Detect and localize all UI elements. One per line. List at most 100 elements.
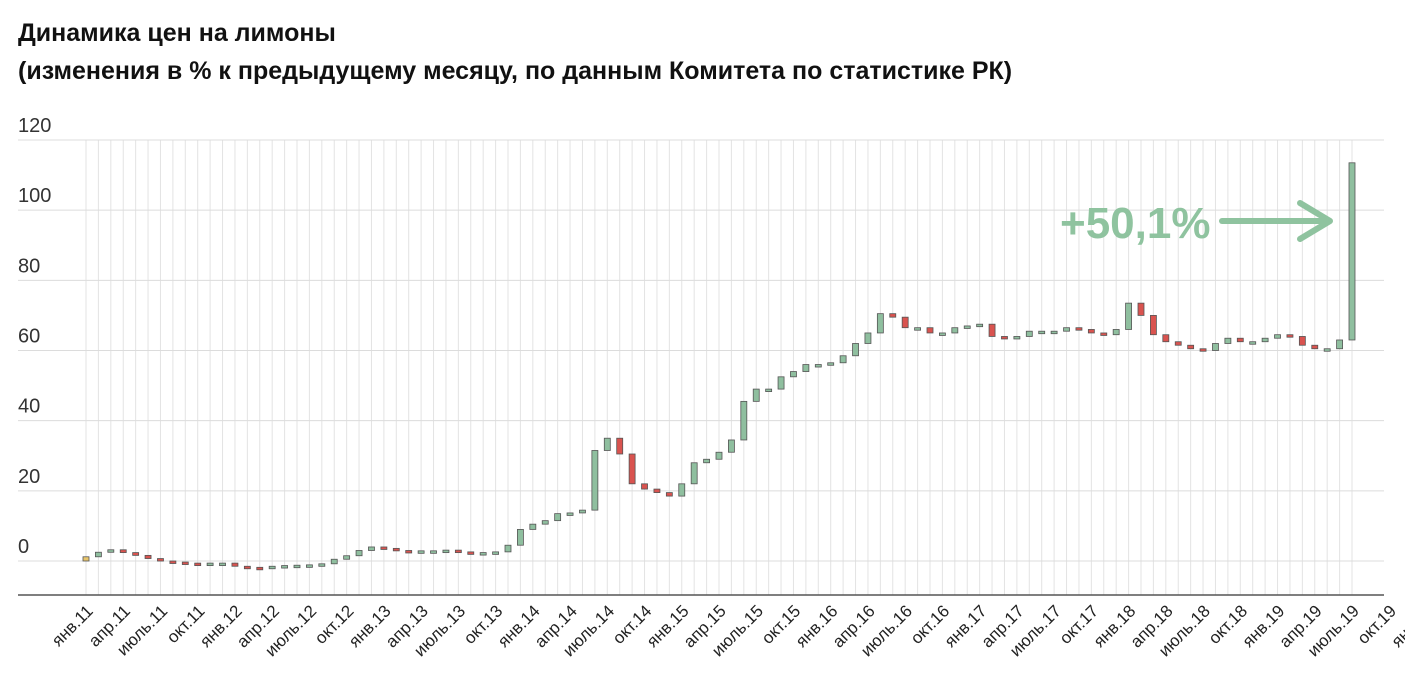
bar <box>814 364 822 368</box>
bar <box>740 400 748 441</box>
bar <box>876 313 884 334</box>
bar <box>107 549 115 553</box>
bar <box>1224 337 1232 344</box>
bar <box>653 488 661 493</box>
y-tick-label: 80 <box>18 255 40 277</box>
bar <box>628 453 636 485</box>
y-tick-label: 0 <box>18 536 29 558</box>
bar <box>1087 329 1095 334</box>
bar <box>1063 327 1070 332</box>
bar <box>417 550 425 554</box>
bar <box>405 550 413 554</box>
bar <box>715 451 723 460</box>
y-tick-label: 40 <box>18 396 40 418</box>
bar <box>1174 341 1182 346</box>
bar <box>268 565 276 570</box>
bar <box>206 562 214 567</box>
bar <box>144 554 152 559</box>
bar <box>194 562 202 567</box>
bar <box>1311 344 1319 350</box>
bar <box>181 561 189 565</box>
bar <box>566 512 574 516</box>
bar <box>1125 302 1132 330</box>
chart-title: Динамика цен на лимоны <box>18 19 336 47</box>
bar <box>293 564 301 569</box>
bar <box>1286 334 1294 338</box>
bar <box>243 565 251 570</box>
bar <box>1137 302 1145 316</box>
bar <box>1298 336 1306 346</box>
bar <box>1336 339 1343 350</box>
annotation-label: +50,1% <box>1060 199 1210 248</box>
bar <box>169 560 177 564</box>
chart-subtitle: (изменения в % к предыдущему месяцу, по … <box>18 57 1013 85</box>
bar <box>1075 327 1083 331</box>
bar <box>231 562 239 567</box>
bar <box>1323 348 1331 352</box>
bar <box>504 544 512 553</box>
bar <box>728 439 735 453</box>
bar <box>318 563 326 567</box>
bar <box>1162 334 1170 343</box>
bar <box>380 546 388 550</box>
bar <box>579 509 586 514</box>
annotation-arrow-head <box>1297 200 1333 242</box>
bar <box>616 437 624 455</box>
bar <box>641 483 648 490</box>
bar <box>1236 337 1244 343</box>
bar <box>703 458 710 464</box>
bar <box>454 549 462 554</box>
bar <box>827 362 835 366</box>
bar <box>1112 329 1120 336</box>
bar <box>1187 344 1195 350</box>
bar <box>603 437 611 451</box>
bar <box>430 550 437 554</box>
y-tick-label: 120 <box>18 115 51 137</box>
bar <box>1038 330 1046 335</box>
bar <box>752 388 760 402</box>
bar <box>529 523 537 530</box>
bar <box>554 513 562 522</box>
bar <box>281 565 288 569</box>
y-tick-label: 60 <box>18 326 40 348</box>
bar <box>132 552 140 556</box>
bar <box>95 551 102 558</box>
bar <box>492 551 499 555</box>
bar <box>517 529 524 546</box>
bar <box>1100 332 1108 336</box>
bar <box>839 355 847 364</box>
bar <box>1199 348 1207 352</box>
bar <box>330 558 338 565</box>
chart-title-block: Динамика цен на лимоны (изменения в % к … <box>18 14 1012 90</box>
bar <box>1150 315 1157 336</box>
bar <box>690 462 698 485</box>
bar <box>1212 343 1219 351</box>
bar <box>790 371 797 378</box>
bar <box>355 550 363 557</box>
bar <box>343 555 351 560</box>
bar <box>1261 337 1269 343</box>
bar <box>219 562 226 567</box>
bar <box>306 564 313 568</box>
bar <box>864 332 872 344</box>
bar <box>802 364 810 372</box>
bar <box>988 323 996 337</box>
bar <box>1249 341 1257 345</box>
bar <box>777 376 785 390</box>
y-tick-label: 100 <box>18 185 51 207</box>
bar <box>976 323 984 328</box>
bar <box>1013 336 1021 340</box>
bar <box>914 327 921 331</box>
bar <box>479 552 487 556</box>
bar <box>467 551 475 555</box>
bar <box>926 327 934 334</box>
bar <box>1001 336 1008 340</box>
bar <box>119 549 127 553</box>
bar <box>442 549 450 554</box>
bar <box>1050 330 1058 335</box>
bar <box>665 492 673 497</box>
bar <box>963 325 971 329</box>
bar <box>82 556 90 562</box>
bar <box>368 546 375 551</box>
